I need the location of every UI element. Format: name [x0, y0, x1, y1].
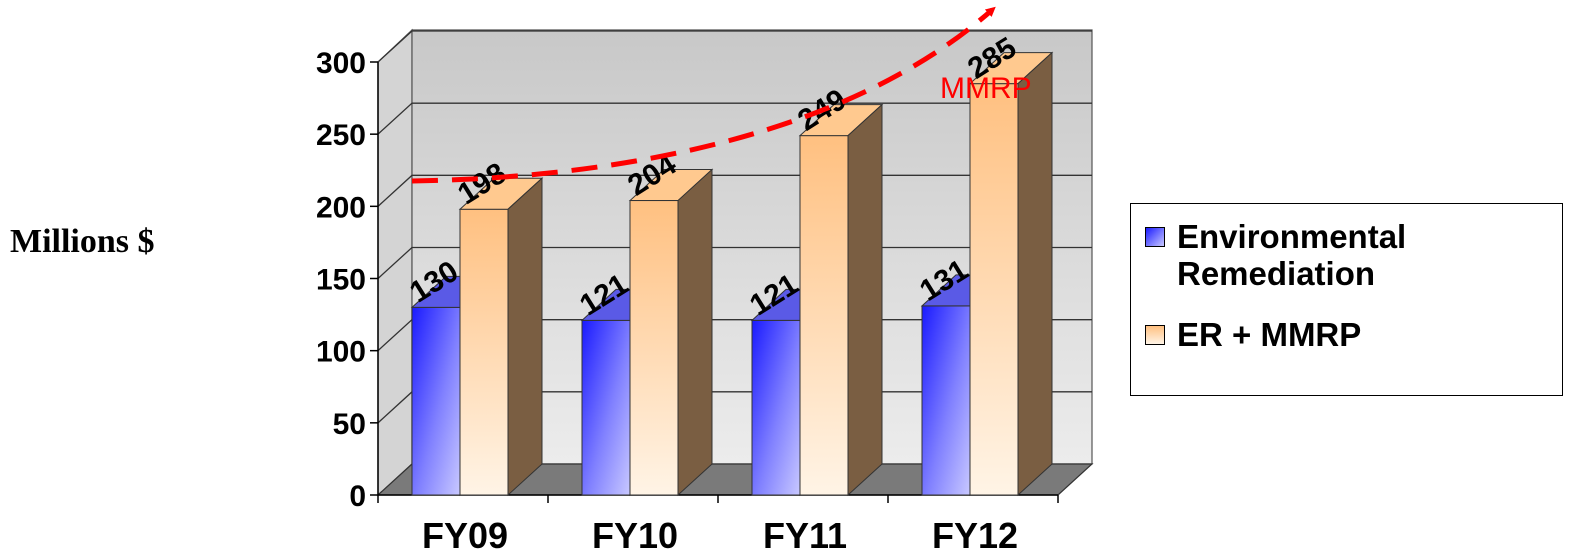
bar-side — [847, 103, 883, 497]
y-tick-label: 300 — [316, 47, 366, 80]
y-tick-label: 100 — [316, 336, 366, 369]
bar-front — [411, 306, 461, 496]
bar-front — [459, 208, 509, 496]
legend-swatch-peach — [1145, 325, 1165, 345]
gridline — [377, 102, 1092, 135]
bar-fy12-series-1 — [968, 51, 1054, 497]
legend-item-er-mmrp: ER + MMRP — [1145, 316, 1557, 353]
bar-fy09-series-1 — [458, 177, 544, 497]
x-tick-labels: FY09 FY10 FY11 FY12 — [377, 495, 1059, 553]
trend-arrow — [411, 6, 996, 184]
bar-front — [751, 319, 801, 496]
y-tick-label: 150 — [316, 264, 366, 297]
y-tick-label: 0 — [349, 480, 366, 513]
x-tick-label: FY11 — [763, 515, 847, 553]
legend: Environmental Remediation ER + MMRP — [1130, 203, 1563, 396]
bar-front — [629, 200, 679, 496]
bar-side — [677, 168, 713, 497]
bar-front — [921, 305, 971, 496]
x-tick-label: FY12 — [932, 515, 1018, 553]
bar-fy10-series-1 — [628, 168, 714, 497]
legend-label: Environmental Remediation — [1177, 218, 1407, 292]
x-tick-label: FY09 — [422, 515, 508, 553]
legend-swatch-blue — [1145, 227, 1165, 247]
y-axis-label: Millions $ — [10, 223, 155, 260]
bar-side — [507, 177, 543, 497]
bar-front — [799, 135, 849, 496]
legend-label: ER + MMRP — [1177, 316, 1362, 353]
x-tick-label: FY10 — [592, 515, 678, 553]
gridline — [377, 30, 1092, 63]
y-tick-label: 250 — [316, 119, 366, 152]
bar-fy11-series-1 — [798, 103, 884, 497]
y-tick-label: 200 — [316, 191, 366, 224]
y-axis: 0 50 100 150 200 250 300 — [316, 47, 1058, 513]
annotation-mmrp: MMRP — [940, 72, 1032, 105]
legend-item-environmental-remediation: Environmental Remediation — [1145, 218, 1557, 292]
y-tick-label: 50 — [333, 408, 366, 441]
bar-front — [969, 83, 1019, 496]
bar-front — [581, 319, 631, 496]
bar-side — [1017, 51, 1053, 497]
